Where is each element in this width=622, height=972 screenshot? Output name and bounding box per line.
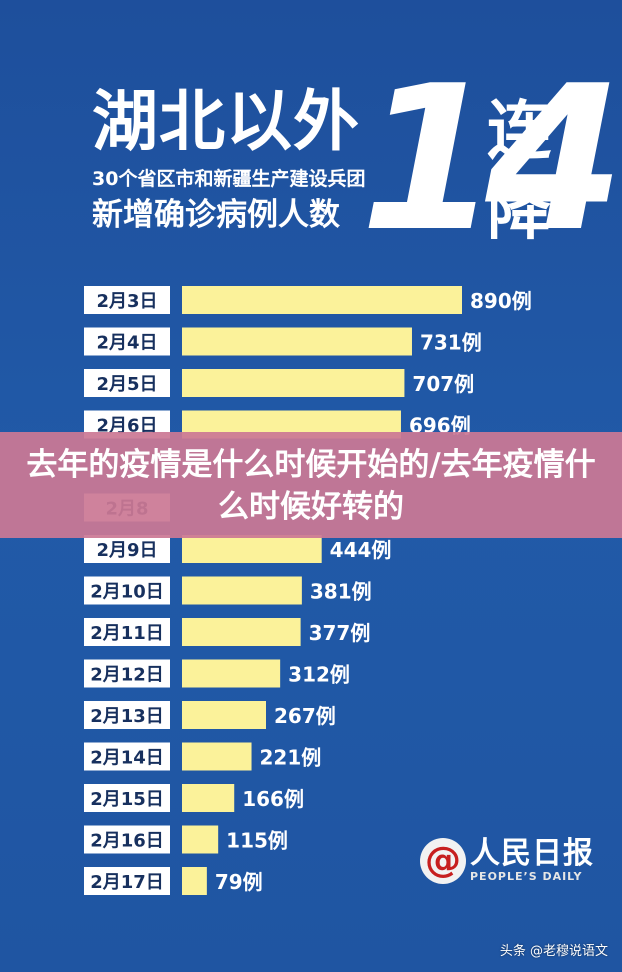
value-label: 731例 <box>420 331 482 355</box>
category-label-box <box>84 825 170 854</box>
category-label: 2月14日 <box>90 748 164 769</box>
category-label-box <box>84 742 170 771</box>
bar <box>182 576 302 605</box>
logo-name: 人民日报 <box>470 836 594 871</box>
value-label: 890例 <box>470 289 532 313</box>
category-label: 2月6日 <box>96 416 157 437</box>
category-label-box <box>84 576 170 605</box>
category-label: 2月17日 <box>90 872 164 893</box>
bar <box>182 618 301 646</box>
category-label: 2月12日 <box>90 665 164 686</box>
category-label-box <box>84 867 170 895</box>
article-title[interactable]: 去年的疫情是什么时候开始的/去年疫情什么时候好转的 <box>26 447 596 525</box>
value-label: 166例 <box>242 787 304 811</box>
value-label: 707例 <box>412 372 474 396</box>
headline-caption: 新增确诊病例人数 <box>92 197 340 233</box>
category-label-box <box>84 535 170 563</box>
bar <box>182 659 281 688</box>
bar <box>182 825 219 854</box>
bar <box>182 867 207 895</box>
title-banner <box>0 432 622 538</box>
category-label-box <box>84 784 170 812</box>
category-label: 2月11日 <box>90 623 164 644</box>
value-label: 221例 <box>260 746 322 770</box>
headline-side-text: 连降 <box>487 95 551 249</box>
at-icon: @ <box>420 838 466 884</box>
category-label-box <box>84 286 170 314</box>
source-watermark: 头条 @老穆说语文 <box>499 944 608 959</box>
headline-main: 湖北以外 <box>92 83 360 160</box>
logo-text: 人民日报 PEOPLE’S DAILY <box>470 838 594 884</box>
category-label: 2月16日 <box>90 831 164 852</box>
category-label: 2月5日 <box>96 374 157 395</box>
logo-english: PEOPLE’S DAILY <box>470 870 583 883</box>
category-label-box <box>84 618 170 646</box>
bar <box>182 369 405 397</box>
category-label: 2月4日 <box>96 333 157 354</box>
value-label: 381例 <box>310 580 372 604</box>
category-label-box <box>84 369 170 397</box>
value-label: 377例 <box>309 621 371 645</box>
bar <box>182 286 462 314</box>
category-label: 2月3日 <box>96 291 157 312</box>
value-label: 312例 <box>288 663 350 687</box>
headline-number: 14 <box>360 43 622 276</box>
peoples-daily-logo: @ 人民日报 PEOPLE’S DAILY <box>420 838 594 884</box>
category-label-box <box>84 701 170 729</box>
category-label-box <box>84 659 170 688</box>
category-label: 2月13日 <box>90 706 164 727</box>
category-label: 2月15日 <box>90 789 164 810</box>
bar <box>182 535 322 563</box>
value-label: 267例 <box>274 704 336 728</box>
value-label: 444例 <box>330 538 392 562</box>
headline-subtitle: 30个省区市和新疆生产建设兵团 <box>92 168 366 190</box>
bar <box>182 701 266 729</box>
value-label: 115例 <box>226 829 288 853</box>
category-label: 2月9日 <box>96 540 157 561</box>
bar <box>182 327 412 356</box>
value-label: 79例 <box>215 870 263 894</box>
bar <box>182 742 252 771</box>
category-label-box <box>84 327 170 356</box>
category-label: 2月10日 <box>90 582 164 603</box>
bar <box>182 784 235 812</box>
